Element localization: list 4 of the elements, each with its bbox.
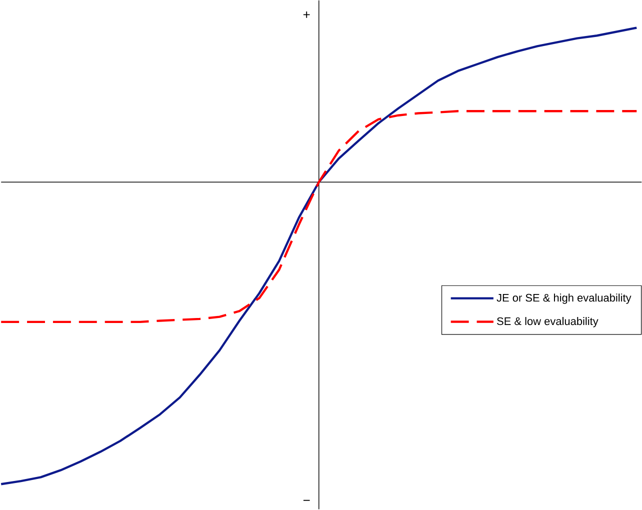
legend-label: SE & low evaluability bbox=[497, 317, 598, 328]
legend-label: JE or SE & high evaluability bbox=[496, 294, 632, 304]
text: − bbox=[303, 500, 310, 502]
text: + bbox=[303, 12, 310, 18]
